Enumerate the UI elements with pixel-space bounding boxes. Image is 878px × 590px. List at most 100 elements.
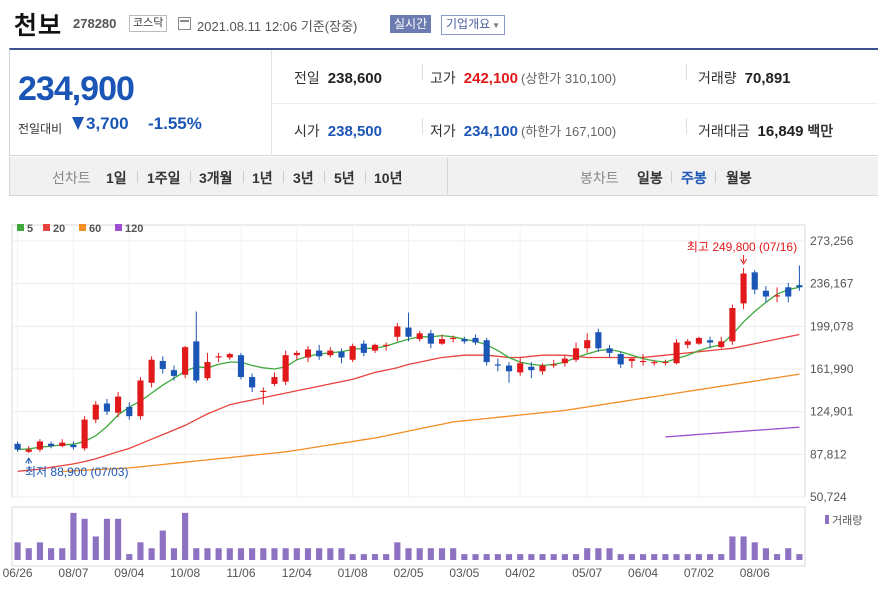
candle-body	[561, 358, 568, 364]
volume-bar	[215, 548, 222, 560]
volume-bar	[383, 554, 390, 560]
volume-bar	[126, 554, 133, 560]
volume-bar	[706, 554, 714, 560]
volume-bar	[684, 554, 691, 560]
volume-bar	[550, 554, 557, 560]
legend-label-ma60: 60	[89, 223, 101, 235]
tab-5y[interactable]: 5년	[334, 170, 355, 186]
volume-bar	[204, 548, 211, 560]
candle-body	[796, 285, 803, 288]
tab-3y[interactable]: 3년	[293, 170, 314, 186]
tab-divider	[243, 171, 244, 183]
candle-body	[48, 443, 55, 447]
low-cell: 저가 234,100 (하한가 167,100)	[430, 121, 616, 141]
x-tick-label: 05/07	[572, 566, 602, 580]
x-tick-label: 02/05	[393, 566, 423, 580]
tab-monthly[interactable]: 월봉	[726, 170, 752, 186]
candle-body	[729, 308, 736, 342]
volume-bar	[304, 548, 312, 560]
candle-body	[450, 337, 457, 340]
candle-body	[92, 404, 99, 420]
volume-bar	[494, 554, 501, 560]
tab-divider	[365, 171, 366, 183]
volume-bar	[260, 548, 267, 560]
chart-canvas: 273,256 236,167 199,078 161,990 124,901 87,81…	[3, 223, 863, 580]
x-tick-label: 12/04	[282, 566, 312, 580]
y-tick-label: 161,990	[810, 362, 854, 376]
tab-divider	[671, 171, 672, 183]
candle-body	[572, 348, 580, 360]
realtime-button[interactable]: 실시간	[390, 15, 432, 33]
volume-bar	[405, 548, 412, 560]
volume-bar	[14, 542, 21, 560]
x-tick-label: 06/26	[3, 566, 33, 580]
volume-bar	[729, 536, 736, 560]
volume-bar	[226, 548, 233, 560]
candle-body	[25, 449, 32, 452]
x-tick-label: 06/04	[628, 566, 658, 580]
stock-chart[interactable]: 273,256 236,167 199,078 161,990 124,901 87,81…	[0, 200, 878, 590]
y-tick-label: 87,812	[810, 447, 847, 461]
legend-swatch-ma5	[17, 224, 24, 231]
company-info-dropdown[interactable]: 기업개요 ▼	[441, 15, 506, 35]
volume-cell: 거래량 70,891	[698, 68, 791, 88]
candle-body	[427, 333, 434, 344]
volume-bar	[25, 548, 32, 560]
volume-bar	[762, 548, 769, 560]
candle-body	[159, 360, 166, 369]
volume-bar	[450, 548, 457, 560]
candle-chart-label: 봉차트	[580, 170, 619, 186]
tab-daily[interactable]: 일봉	[637, 170, 663, 186]
volume-bar	[282, 548, 289, 560]
candle-body	[70, 444, 77, 448]
volume-bar	[718, 554, 725, 560]
candle-body	[237, 355, 245, 378]
volume-bar	[539, 554, 546, 560]
volume-bar	[673, 554, 680, 560]
volume-bar	[796, 554, 803, 560]
tab-1w[interactable]: 1주일	[147, 170, 181, 186]
candle-body	[617, 354, 624, 365]
candle-body	[483, 340, 490, 363]
legend-label-ma20: 20	[53, 223, 65, 235]
candle-body	[193, 341, 200, 381]
volume-bar	[271, 548, 278, 560]
candle-body	[103, 403, 111, 412]
high-value: 242,100	[463, 70, 518, 87]
tab-divider	[715, 171, 716, 183]
tab-weekly[interactable]: 주봉	[681, 170, 707, 186]
candle-body	[304, 349, 312, 358]
volume-bar	[148, 548, 155, 560]
candle-body	[115, 396, 122, 413]
candle-body	[740, 273, 747, 304]
line-chart-label: 선차트	[52, 170, 91, 186]
candle-body	[461, 339, 468, 342]
x-tick-label: 03/05	[449, 566, 479, 580]
tab-divider	[190, 171, 191, 183]
volume-bar	[617, 554, 624, 560]
candle-body	[751, 272, 758, 290]
tab-1y[interactable]: 1년	[252, 170, 273, 186]
x-tick-label: 09/04	[114, 566, 144, 580]
tab-1d[interactable]: 1일	[106, 170, 127, 186]
x-tick-label: 10/08	[170, 566, 200, 580]
chevron-down-icon: ▼	[492, 21, 501, 30]
low-value: 234,100	[463, 123, 518, 140]
volume-bar	[182, 512, 189, 560]
tab-3m[interactable]: 3개월	[199, 170, 233, 186]
candle-body	[718, 341, 725, 348]
candle-body	[405, 327, 412, 337]
tab-10y[interactable]: 10년	[374, 170, 403, 186]
volume-bar	[349, 554, 356, 560]
volume-bar	[528, 554, 535, 560]
current-price-panel: 234,900 전일대비 3,700 -1.55%	[10, 50, 272, 156]
volume-legend-swatch	[825, 515, 829, 524]
candle-body	[394, 326, 401, 337]
volume-bar	[293, 548, 300, 560]
y-tick-label: 50,724	[810, 490, 847, 504]
volume-bar	[59, 548, 66, 560]
candle-body	[327, 350, 334, 356]
candle-body	[673, 342, 680, 364]
high-annotation: 최고 249,800 (07/16)	[687, 240, 797, 254]
change-label: 전일대비	[18, 122, 63, 136]
